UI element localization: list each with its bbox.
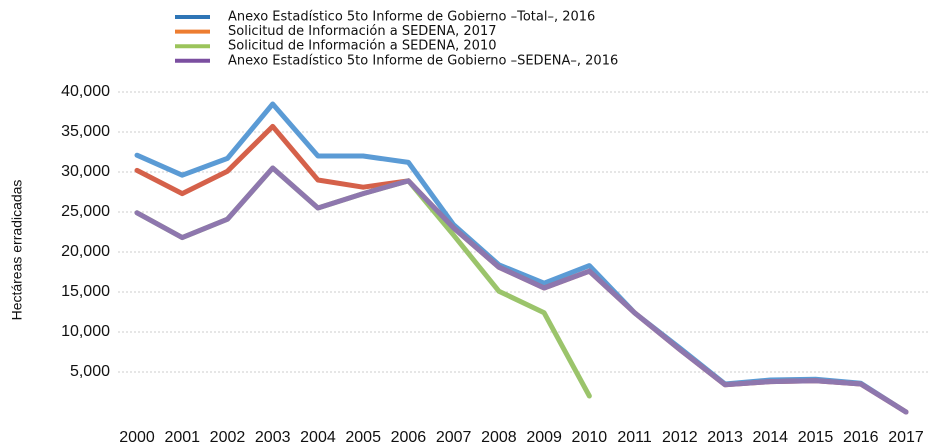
series-line <box>134 165 592 399</box>
y-tick-label: 25,000 <box>61 203 110 220</box>
series-line <box>134 165 909 415</box>
y-tick-label: 10,000 <box>61 323 110 340</box>
x-tick-label: 2005 <box>345 429 381 446</box>
y-tick-label: 40,000 <box>61 83 110 100</box>
y-tick-label: 20,000 <box>61 243 110 260</box>
x-tick-label: 2000 <box>119 429 155 446</box>
x-tick-label: 2009 <box>526 429 562 446</box>
series-line <box>134 123 909 415</box>
y-axis-label: Hectáreas erradicadas <box>9 180 25 321</box>
x-tick-label: 2017 <box>888 429 924 446</box>
x-tick-label: 2003 <box>255 429 291 446</box>
legend-label: Anexo Estadístico 5to Informe de Gobiern… <box>228 53 618 68</box>
y-tick-label: 30,000 <box>61 163 110 180</box>
x-tick-label: 2016 <box>843 429 879 446</box>
x-tick-label: 2014 <box>752 429 788 446</box>
y-tick-label: 15,000 <box>61 283 110 300</box>
legend-label: Solicitud de Información a SEDENA, 2017 <box>228 24 496 39</box>
x-tick-label: 2001 <box>164 429 200 446</box>
y-tick-label: 5,000 <box>70 363 110 380</box>
x-tick-label: 2011 <box>617 429 652 446</box>
x-tick-label: 2004 <box>300 429 336 446</box>
series-line <box>134 101 909 415</box>
x-tick-label: 2015 <box>798 429 834 446</box>
x-tick-label: 2006 <box>391 429 427 446</box>
x-tick-label: 2002 <box>210 429 246 446</box>
legend-label: Solicitud de Información a SEDENA, 2010 <box>228 39 496 54</box>
y-tick-label: 35,000 <box>61 123 110 140</box>
x-tick-label: 2012 <box>662 429 698 446</box>
x-tick-label: 2013 <box>707 429 743 446</box>
x-tick-label: 2010 <box>572 429 608 446</box>
legend-label: Anexo Estadístico 5to Informe de Gobiern… <box>228 10 595 25</box>
x-tick-label: 2007 <box>436 429 472 446</box>
x-tick-label: 2008 <box>481 429 517 446</box>
